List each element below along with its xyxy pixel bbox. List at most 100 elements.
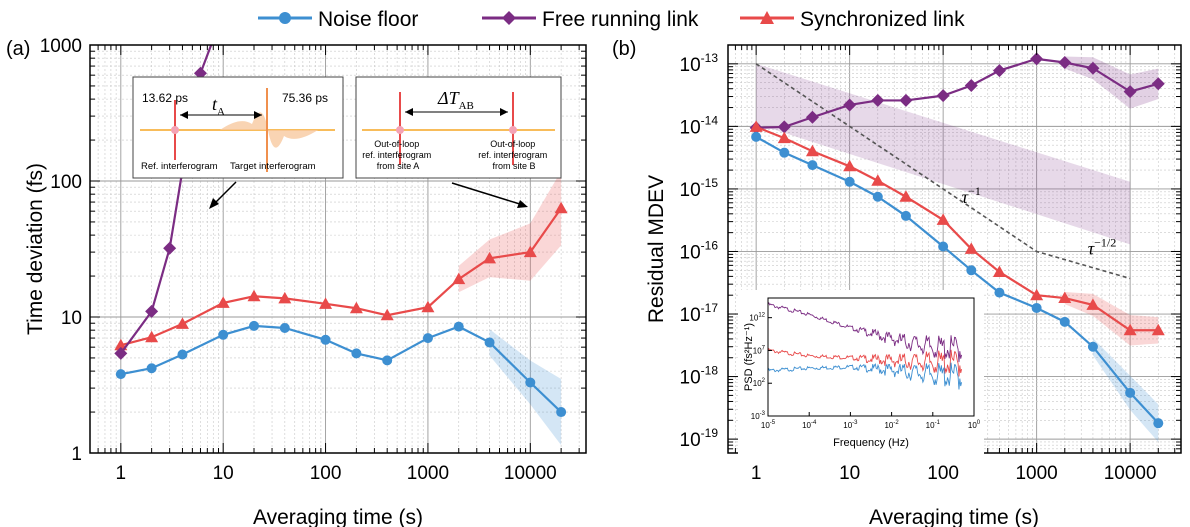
data-point-noise-floor	[844, 176, 855, 187]
data-point-free-running-link	[936, 89, 950, 103]
x-tick-label: 1000	[1015, 463, 1057, 484]
panel-b-ylabel: Residual MDEV	[645, 175, 668, 323]
x-tick-label: 10	[839, 463, 860, 484]
data-point-synchronized-link	[936, 213, 950, 225]
data-point-synchronized-link	[247, 289, 261, 302]
data-point-free-running-link	[992, 64, 1006, 78]
psd-series	[768, 301, 963, 363]
data-point-synchronized-link	[483, 251, 497, 264]
data-point-synchronized-link	[1151, 323, 1165, 336]
annotation-tau: τ−1	[962, 184, 981, 207]
series-line-noise-floor	[120, 324, 562, 413]
psd-inset-plot	[768, 301, 963, 390]
x-tick-label: 1	[116, 463, 127, 484]
data-point-synchronized-link	[871, 174, 885, 186]
legend-label-noise-floor: Noise floor	[318, 8, 418, 31]
data-point-synchronized-link	[805, 144, 819, 157]
psd-y-tick-label: 1012	[749, 313, 765, 323]
data-point-free-running-link	[777, 120, 791, 134]
psd-x-tick-label: 100	[968, 420, 981, 430]
data-point-noise-floor	[422, 333, 433, 344]
data-point-noise-floor	[1031, 302, 1042, 313]
data-point-free-running-link	[1123, 85, 1137, 99]
data-point-synchronized-link	[452, 272, 466, 285]
data-point-synchronized-link	[899, 190, 913, 202]
series-line-free-running-link	[119, 45, 213, 355]
data-point-synchronized-link	[749, 120, 763, 132]
data-point-noise-floor	[218, 329, 229, 340]
inset-a-symbol-sub: A	[217, 106, 225, 118]
y-tick-label: 10-19	[680, 426, 719, 451]
data-point-noise-floor	[900, 210, 911, 221]
data-point-synchronized-link	[145, 330, 159, 343]
panel-b-xlabel: Averaging time (s)	[869, 506, 1039, 527]
panel-a-xlabel: Averaging time (s)	[253, 506, 423, 527]
y-tick-label: 10	[61, 308, 82, 329]
data-point-noise-floor	[320, 334, 331, 345]
inset-b-symbol-sub: AB	[459, 100, 474, 112]
x-tick-label: 100	[927, 463, 959, 484]
uncertainty-band-noise-floor	[489, 329, 562, 446]
panel-a-series	[114, 45, 568, 418]
inset-a-right-caption: Target interferogram	[230, 161, 316, 172]
data-point-synchronized-link	[1058, 291, 1072, 304]
psd-x-tick-label: 10-3	[843, 420, 858, 430]
data-point-noise-floor	[807, 160, 818, 171]
legend: Noise floor Free running link Synchroniz…	[258, 8, 965, 31]
data-point-noise-floor	[484, 337, 495, 348]
panel-a-ylabel: Time deviation (fs)	[24, 163, 47, 335]
uncertainty-band-noise-floor	[1092, 338, 1159, 442]
psd-inset-axes: 10-5 10-4 10-3 10-2 10-1 100 10-3 102 107 1012	[749, 313, 980, 430]
inset-b: ΔTAB Out-of-loop ref. interferogram from…	[355, 76, 562, 179]
psd-x-tick-label: 10-4	[802, 420, 817, 430]
data-point-noise-floor	[146, 363, 157, 374]
data-point-synchronized-link	[964, 242, 978, 254]
y-tick-label: 1000	[40, 36, 82, 57]
data-point-noise-floor	[525, 377, 536, 388]
data-point-synchronized-link	[843, 159, 857, 172]
y-tick-label: 10-18	[680, 364, 719, 389]
data-point-noise-floor	[453, 321, 464, 332]
psd-x-tick-label: 10-5	[761, 420, 776, 430]
data-point-noise-floor	[779, 147, 790, 158]
panel-a-frame	[89, 44, 587, 454]
data-point-synchronized-link	[216, 296, 230, 308]
panel-a-bands	[458, 171, 562, 446]
data-point-noise-floor	[966, 265, 977, 276]
data-point-noise-floor	[1125, 387, 1136, 398]
data-point-free-running-link	[212, 45, 215, 46]
panel-b-label: (b)	[612, 38, 636, 60]
series-line-noise-floor	[755, 135, 1160, 424]
data-point-free-running-link	[1030, 52, 1044, 66]
data-point-synchronized-link	[319, 297, 333, 309]
x-tick-label: 100	[310, 463, 342, 484]
y-tick-label: 10-16	[680, 238, 719, 263]
data-point-free-running-link	[871, 93, 885, 107]
data-point-free-running-link	[899, 93, 913, 107]
x-tick-label: 10000	[1104, 463, 1157, 484]
y-tick-label: 10-17	[680, 301, 719, 326]
x-tick-label: 1000	[407, 463, 449, 484]
legend-item-free-running: Free running link	[482, 8, 699, 31]
data-point-noise-floor	[115, 369, 126, 380]
inset-a-left-caption: Ref. interferogram	[141, 161, 218, 172]
psd-y-tick-label: 102	[753, 378, 766, 388]
y-tick-label: 10-13	[680, 51, 719, 76]
psd-inset: 10-5 10-4 10-3 10-2 10-1 100 10-3 102 107 1012 Fr…	[738, 290, 984, 455]
data-point-synchronized-link	[523, 245, 537, 258]
data-point-synchronized-link	[349, 301, 363, 314]
data-point-noise-floor	[279, 323, 290, 334]
data-point-noise-floor	[351, 348, 362, 359]
data-point-synchronized-link	[1123, 323, 1137, 336]
data-point-free-running-link	[1058, 56, 1072, 70]
panel-b-series	[749, 52, 1165, 429]
data-point-noise-floor	[177, 349, 188, 360]
psd-x-tick-label: 10-1	[926, 420, 941, 430]
data-point-synchronized-link	[278, 291, 292, 304]
data-point-free-running-link	[805, 110, 819, 124]
data-point-noise-floor	[1087, 341, 1098, 352]
panel-b: 1 10 100 1000 10000 10-13 10-14 10-15 10-16 10-17…	[612, 38, 1182, 527]
data-point-synchronized-link	[380, 308, 394, 321]
inset-a-left-value: 13.62 ps	[142, 91, 188, 105]
legend-item-noise-floor: Noise floor	[258, 8, 418, 31]
